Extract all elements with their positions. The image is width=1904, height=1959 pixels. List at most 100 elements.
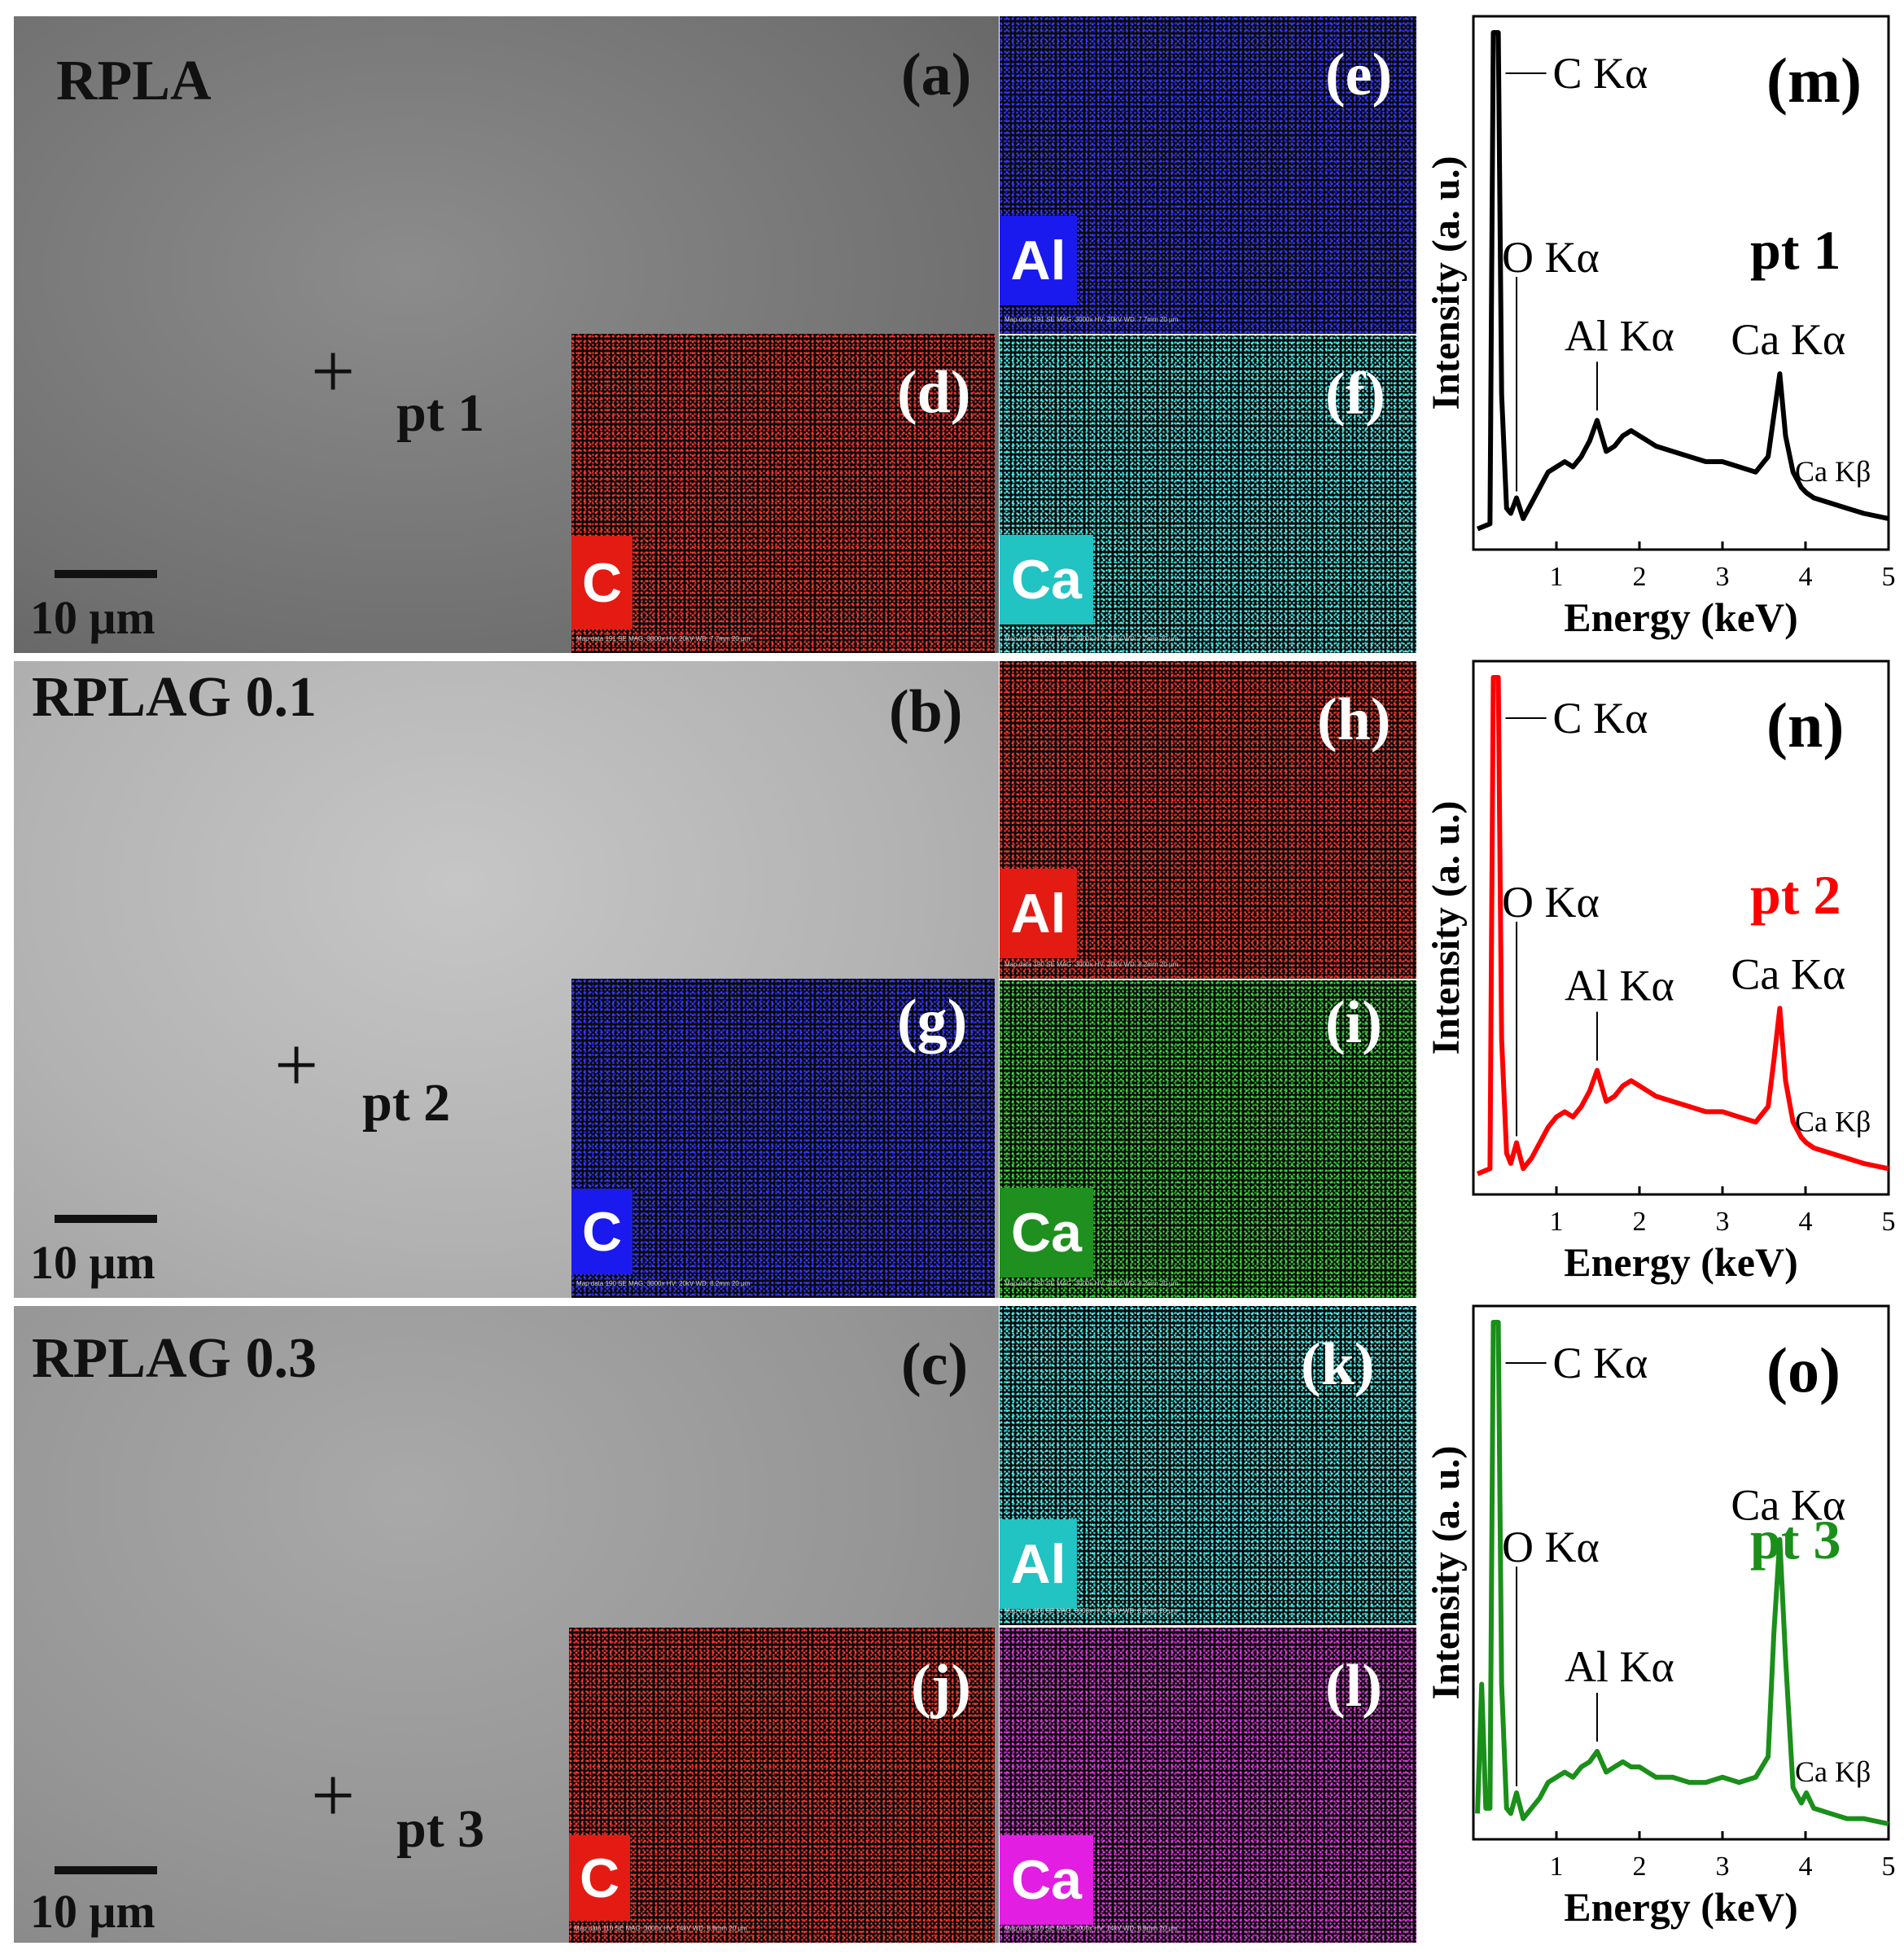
peak-label: O Kα	[1502, 878, 1600, 927]
scale-label: 10 μm	[30, 1885, 155, 1938]
element-label: Al	[1000, 869, 1077, 958]
x-tick-label: 4	[1799, 562, 1813, 592]
eds-map-calcium: (i) Ca Map data 190 SE MAG: 3000x HV: 20…	[1000, 980, 1416, 1298]
eds-spectrum-o: 1 2 3 4 5 Energy (keV) Intensity (a. u.) C Kα O …	[1416, 1304, 1897, 1949]
panel-letter: (a)	[901, 42, 972, 108]
x-tick-label: 2	[1633, 1852, 1647, 1882]
sem-image-rpla: RPLA (a) + pt 1 10 μm (d) C Map data 191…	[14, 16, 999, 653]
eds-map-carbon: (d) C Map data 191 SE MAG: 3000x HV: 20k…	[571, 334, 995, 653]
element-label: C	[571, 1189, 632, 1274]
map-footer: Map data 190 SE MAG: 3000x HV: 20kV WD: …	[1005, 1280, 1179, 1287]
x-tick-label: 1	[1550, 1207, 1564, 1237]
map-footer: Map data 110 SE MAG: 3000x HV: 14kV WD: …	[1005, 1607, 1178, 1615]
panel-letter: (g)	[897, 988, 968, 1054]
eds-map-calcium: (l) Ca Map data 110 SE MAG: 3000x HV: 14…	[1000, 1628, 1416, 1943]
panel-letter: (c)	[901, 1331, 969, 1398]
crosshair-marker: +	[311, 327, 356, 414]
peak-label: Ca Kα	[1731, 949, 1845, 998]
spectrum-svg: 1 2 3 4 5 Energy (keV) Intensity (a. u.) C Kα O …	[1425, 15, 1896, 640]
scale-bar	[55, 1866, 157, 1874]
spectrum-svg: 1 2 3 4 5 Energy (keV) Intensity (a. u.) C Kα O …	[1425, 660, 1896, 1285]
eds-map-carbon: (j) C Map data 110 SE MAG: 3000x HV: 14k…	[569, 1628, 995, 1943]
map-footer: Map data 191 SE MAG: 3000x HV: 20kV WD: …	[1005, 316, 1179, 323]
eds-map-carbon: (g) C Map data 190 SE MAG: 3000x HV: 20k…	[571, 979, 995, 1298]
point-label: pt 3	[396, 1799, 485, 1859]
point-label: pt 2	[1750, 864, 1841, 926]
plot-frame	[1472, 1304, 1890, 1841]
scale-bar	[55, 1215, 157, 1223]
peak-label: C Kα	[1553, 49, 1648, 98]
panel-letter: (m)	[1766, 45, 1862, 116]
peak-label: O Kα	[1502, 233, 1600, 282]
panel-letter: (l)	[1325, 1653, 1382, 1720]
panel-letter: (k)	[1301, 1331, 1375, 1398]
y-axis-label: Intensity (a. u.)	[1425, 1445, 1468, 1699]
peak-label: Ca Kα	[1731, 315, 1845, 364]
peak-label: Al Kα	[1565, 1642, 1674, 1691]
point-label: pt 2	[362, 1073, 451, 1133]
map-footer: Map data 191 SE MAG: 3000x HV: 20kV WD: …	[1005, 635, 1179, 642]
map-footer: Map data 110 SE MAG: 3000x HV: 14kV WD: …	[1005, 1925, 1178, 1932]
peak-label: Al Kα	[1565, 311, 1674, 360]
panel-letter: (j)	[911, 1653, 971, 1720]
sem-image-rplag-0-1: RPLAG 0.1 (b) + pt 2 10 μm (g) C Map dat…	[14, 661, 999, 1298]
eds-spectrum-n: 1 2 3 4 5 Energy (keV) Intensity (a. u.) C Kα O …	[1416, 660, 1897, 1304]
peak-label: Ca Kβ	[1795, 1755, 1871, 1788]
panel-letter: (b)	[889, 678, 963, 745]
element-label: Ca	[1000, 535, 1093, 625]
crosshair-marker: +	[274, 1021, 319, 1108]
scale-label: 10 μm	[30, 1236, 155, 1289]
plot-frame	[1472, 15, 1890, 551]
x-tick-label: 3	[1716, 1852, 1730, 1882]
sample-label: RPLAG 0.3	[32, 1327, 317, 1390]
peak-label: Al Kα	[1565, 962, 1674, 1010]
panel-letter: (e)	[1325, 42, 1393, 108]
peak-label: C Kα	[1553, 694, 1648, 743]
x-tick-label: 2	[1633, 1207, 1647, 1237]
x-tick-label: 1	[1550, 562, 1564, 592]
map-footer: Map data 110 SE MAG: 3000x HV: 14kV WD: …	[574, 1925, 747, 1932]
x-tick-label: 5	[1882, 1207, 1896, 1237]
point-label: pt 3	[1750, 1509, 1841, 1571]
row-2: RPLAG 0.1 (b) + pt 2 10 μm (g) C Map dat…	[0, 660, 1904, 1304]
element-label: Al	[1000, 216, 1077, 305]
element-label: C	[571, 536, 632, 629]
y-axis-label: Intensity (a. u.)	[1425, 800, 1468, 1054]
point-label: pt 1	[396, 383, 485, 443]
x-axis-label: Energy (keV)	[1564, 594, 1797, 640]
spectrum-svg: 1 2 3 4 5 Energy (keV) Intensity (a. u.) C Kα O …	[1425, 1304, 1896, 1930]
row-3: RPLAG 0.3 (c) + pt 3 10 μm (j) C Map dat…	[0, 1304, 1904, 1949]
row-1: RPLA (a) + pt 1 10 μm (d) C Map data 191…	[0, 15, 1904, 660]
element-label: Ca	[1000, 1835, 1093, 1925]
map-footer: Map data 190 SE MAG: 3000x HV: 20kV WD: …	[576, 1280, 751, 1287]
element-label: Al	[1000, 1519, 1077, 1609]
peak-label: Ca Kβ	[1795, 455, 1871, 488]
x-tick-label: 4	[1799, 1852, 1813, 1882]
x-tick-label: 2	[1633, 562, 1647, 592]
panel-letter: (d)	[897, 359, 971, 426]
eds-map-aluminum: (e) Al Map data 191 SE MAG: 3000x HV: 20…	[1000, 16, 1416, 334]
map-footer: Map data 191 SE MAG: 3000x HV: 20kV WD: …	[576, 635, 751, 642]
spectrum-line	[1476, 675, 1889, 1177]
scale-bar	[55, 570, 157, 578]
x-tick-label: 1	[1550, 1852, 1564, 1882]
eds-map-calcium: (f) Ca Map data 191 SE MAG: 3000x HV: 20…	[1000, 335, 1416, 653]
x-axis-label: Energy (keV)	[1564, 1884, 1797, 1930]
x-tick-label: 4	[1799, 1207, 1813, 1237]
sample-label: RPLA	[56, 50, 212, 112]
plot-frame	[1472, 660, 1890, 1196]
point-label: pt 1	[1750, 219, 1841, 281]
peak-label: O Kα	[1502, 1523, 1600, 1571]
x-tick-label: 3	[1716, 562, 1730, 592]
x-tick-label: 5	[1882, 562, 1896, 592]
panel-letter: (n)	[1766, 690, 1844, 760]
spectrum-line	[1476, 30, 1889, 532]
y-axis-label: Intensity (a. u.)	[1425, 156, 1468, 410]
panel-letter: (f)	[1325, 361, 1385, 427]
element-label: Ca	[1000, 1188, 1093, 1278]
sem-image-rplag-0-3: RPLAG 0.3 (c) + pt 3 10 μm (j) C Map dat…	[14, 1306, 999, 1943]
x-axis-label: Energy (keV)	[1564, 1239, 1797, 1285]
crosshair-marker: +	[311, 1751, 356, 1838]
peak-label: Ca Kα	[1731, 1481, 1845, 1530]
panel-letter: (i)	[1325, 989, 1382, 1056]
